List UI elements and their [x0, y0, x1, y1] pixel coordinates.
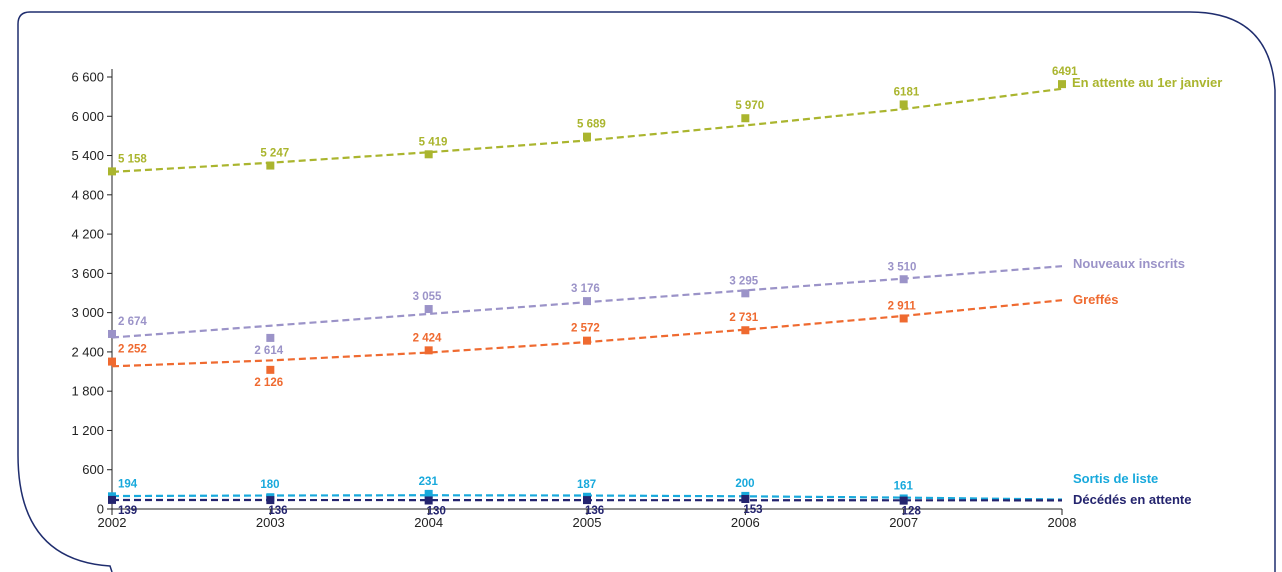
data-label-decedes-en-attente: 153: [743, 504, 762, 516]
y-tick-label: 0: [97, 502, 104, 517]
data-point-decedes-en-attente: [583, 496, 591, 505]
y-tick-label: 5 400: [71, 148, 104, 163]
data-label-decedes-en-attente: 130: [427, 505, 446, 517]
data-point-greffes: [424, 346, 433, 355]
data-point-decedes-en-attente: [899, 496, 908, 505]
data-label-decedes-en-attente: 136: [585, 505, 604, 517]
data-label-greffes: 2 252: [118, 344, 147, 356]
data-point-en-attente-au-1er-janvier: [108, 167, 116, 176]
data-point-nouveaux-inscrits: [266, 333, 275, 342]
data-label-greffes: 2 424: [413, 332, 442, 344]
data-label-nouveaux-inscrits: 3 055: [413, 291, 442, 303]
series-label-sortis-de-liste: Sortis de liste: [1073, 471, 1158, 486]
data-label-decedes-en-attente: 128: [902, 506, 922, 518]
data-label-nouveaux-inscrits: 2 674: [118, 316, 147, 328]
frame-border: [17, 11, 1276, 572]
y-tick-label: 6 600: [71, 70, 104, 85]
series-label-greffes: Greffés: [1073, 292, 1119, 307]
data-label-greffes: 2 911: [888, 300, 917, 312]
data-label-nouveaux-inscrits: 2 614: [254, 345, 283, 357]
x-tick-label: 2005: [573, 515, 602, 530]
data-point-en-attente-au-1er-janvier: [899, 100, 908, 109]
data-label-en-attente-au-1er-janvier: 5 419: [419, 136, 448, 148]
data-label-en-attente-au-1er-janvier: 6491: [1052, 66, 1078, 78]
data-label-en-attente-au-1er-janvier: 5 970: [735, 100, 764, 112]
data-label-sortis-de-liste: 161: [894, 480, 914, 492]
data-label-greffes: 2 126: [254, 377, 283, 389]
series-label-decedes-en-attente: Décédés en attente: [1073, 492, 1192, 507]
axes: 0 600 1 200 1 800 2 400 3 000 3 600 4 200 4 800 5…: [71, 69, 1076, 530]
data-label-decedes-en-attente: 136: [268, 505, 287, 517]
data-label-greffes: 2 731: [729, 312, 758, 324]
data-label-en-attente-au-1er-janvier: 6181: [894, 86, 920, 98]
data-point-nouveaux-inscrits: [899, 275, 908, 284]
x-tick-label: 2002: [98, 515, 127, 530]
data-label-sortis-de-liste: 200: [735, 478, 754, 490]
data-label-sortis-de-liste: 187: [577, 479, 596, 491]
data-label-en-attente-au-1er-janvier: 5 247: [260, 148, 289, 160]
data-label-sortis-de-liste: 194: [118, 478, 138, 490]
data-labels: 5 158 5 247 5 419 5 689 5 970 6181 6491 2 674 2 …: [118, 66, 1078, 517]
data-point-nouveaux-inscrits: [108, 329, 116, 338]
series-label-en-attente-au-1er-janvier: En attente au 1er janvier: [1072, 75, 1222, 90]
data-point-sortis-de-liste: [424, 489, 433, 498]
y-tick-label: 4 200: [71, 227, 104, 242]
data-point-greffes: [266, 365, 275, 374]
data-point-en-attente-au-1er-janvier: [266, 161, 275, 170]
data-label-sortis-de-liste: 231: [419, 476, 439, 488]
data-label-nouveaux-inscrits: 3 176: [571, 283, 600, 295]
data-point-greffes: [108, 357, 116, 366]
data-point-en-attente-au-1er-janvier: [424, 150, 433, 159]
series-label-nouveaux-inscrits: Nouveaux inscrits: [1073, 256, 1185, 271]
x-tick-label: 2008: [1048, 515, 1077, 530]
data-point-decedes-en-attente: [266, 496, 275, 505]
data-points: [108, 80, 1066, 505]
data-label-nouveaux-inscrits: 3 295: [729, 275, 758, 287]
data-point-nouveaux-inscrits: [741, 289, 750, 298]
series-labels: En attente au 1er janvier Nouveaux inscri…: [1072, 75, 1222, 507]
data-point-nouveaux-inscrits: [583, 297, 591, 306]
data-point-greffes: [741, 326, 750, 335]
y-tick-label: 2 400: [71, 344, 104, 359]
data-point-nouveaux-inscrits: [424, 305, 433, 314]
data-label-nouveaux-inscrits: 3 510: [888, 261, 917, 273]
data-point-en-attente-au-1er-janvier: [583, 132, 591, 141]
x-tick-label: 2007: [889, 515, 918, 530]
x-tick-label: 2006: [731, 515, 760, 530]
data-point-greffes: [583, 336, 591, 345]
y-tick-label: 6 000: [71, 109, 104, 124]
data-label-en-attente-au-1er-janvier: 5 689: [577, 119, 606, 131]
data-label-sortis-de-liste: 180: [260, 479, 279, 491]
data-point-decedes-en-attente: [741, 494, 750, 503]
y-tick-label: 1 200: [71, 423, 104, 438]
data-point-en-attente-au-1er-janvier: [1058, 80, 1066, 89]
y-tick-label: 4 800: [71, 187, 104, 202]
data-point-greffes: [899, 314, 908, 323]
data-point-decedes-en-attente: [108, 495, 116, 504]
y-tick-label: 3 600: [71, 266, 104, 281]
data-point-decedes-en-attente: [424, 496, 433, 505]
y-tick-label: 1 800: [71, 384, 104, 399]
y-tick-label: 600: [82, 462, 104, 477]
data-label-decedes-en-attente: 139: [118, 505, 137, 517]
data-label-en-attente-au-1er-janvier: 5 158: [118, 153, 147, 165]
y-tick-label: 3 000: [71, 305, 104, 320]
x-tick-label: 2003: [256, 515, 285, 530]
x-tick-label: 2004: [414, 515, 443, 530]
data-label-greffes: 2 572: [571, 323, 600, 335]
data-point-en-attente-au-1er-janvier: [741, 114, 750, 123]
